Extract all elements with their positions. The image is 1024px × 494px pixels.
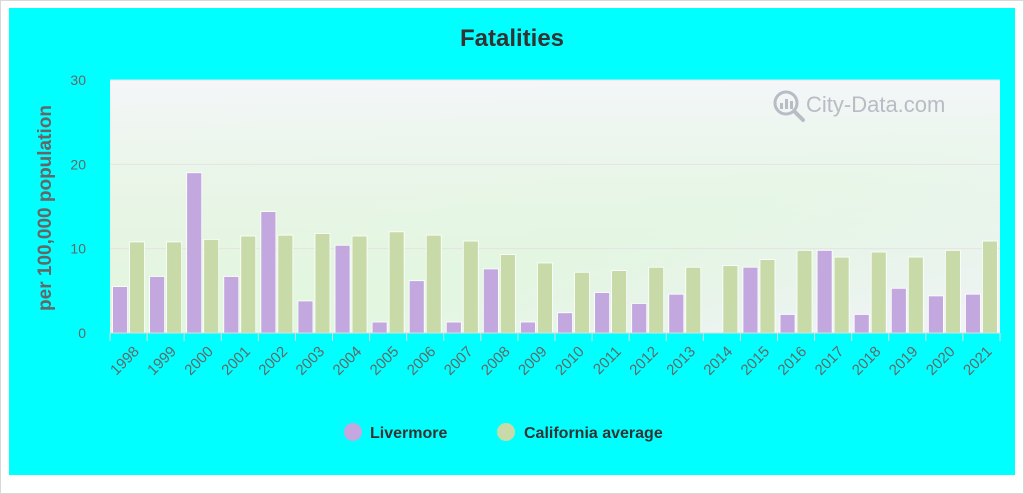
bar-livermore-2009[interactable] [520, 321, 536, 334]
bar-california-average-2011[interactable] [611, 270, 628, 334]
bar-california-average-2016[interactable] [796, 249, 813, 334]
legend-swatch-california-average [497, 423, 515, 441]
x-tick-label: 2008 [478, 343, 514, 379]
bar-california-average-1999[interactable] [166, 241, 183, 334]
x-tick-label: 2021 [960, 343, 996, 379]
bar-california-average-2006[interactable] [425, 234, 442, 334]
watermark: City-Data.com [773, 90, 945, 122]
x-tick-label: 1999 [144, 343, 180, 379]
bar-livermore-2021[interactable] [965, 293, 981, 334]
bar-livermore-2004[interactable] [334, 244, 351, 334]
bar-california-average-2007[interactable] [462, 240, 479, 334]
bar-livermore-2001[interactable] [223, 276, 240, 334]
legend-item-california-average[interactable]: California average [497, 423, 663, 442]
y-axis-label: per 100,000 population [35, 105, 56, 311]
x-tick-label: 2005 [367, 343, 403, 379]
bar-livermore-2015[interactable] [742, 266, 759, 334]
bar-california-average-1998[interactable] [129, 241, 145, 334]
y-tick-label: 0 [78, 325, 86, 341]
x-tick-label: 2006 [404, 343, 440, 379]
bar-livermore-2017[interactable] [816, 249, 833, 334]
bar-livermore-2000[interactable] [186, 172, 203, 334]
bar-california-average-2002[interactable] [277, 234, 294, 334]
bar-california-average-2015[interactable] [759, 259, 776, 334]
chart-title: Fatalities [460, 25, 564, 52]
x-tick-label: 2018 [849, 343, 885, 379]
legend-label-california-average: California average [524, 425, 663, 442]
plot-area-overlay [110, 80, 1000, 333]
x-tick-labels: 1998 1999 2000 2001 2002 2003 2004 2005 2006 2007… [107, 333, 1001, 379]
bar-california-average-2014[interactable] [722, 265, 739, 334]
bars [112, 172, 998, 334]
bar-livermore-1999[interactable] [149, 276, 166, 334]
x-tick-label: 2015 [738, 343, 774, 379]
bar-livermore-2019[interactable] [890, 287, 907, 334]
x-tick-label: 2012 [626, 343, 662, 379]
x-tick-label: 2010 [552, 343, 588, 379]
x-tick-label: 2019 [886, 343, 922, 379]
bar-livermore-2002[interactable] [260, 211, 277, 334]
bar-california-average-2019[interactable] [907, 256, 924, 334]
bar-california-average-2018[interactable] [870, 251, 887, 334]
x-tick-label: 2003 [293, 343, 329, 379]
bar-california-average-2001[interactable] [240, 235, 257, 334]
bar-livermore-2006[interactable] [408, 280, 425, 334]
legend-item-livermore[interactable]: Livermore [344, 423, 447, 442]
x-tick-label: 2017 [812, 343, 848, 379]
bar-livermore-2020[interactable] [927, 295, 944, 334]
bar-livermore-2018[interactable] [853, 314, 870, 334]
bar-livermore-2005[interactable] [371, 321, 388, 334]
bar-california-average-2020[interactable] [944, 249, 961, 334]
x-tick-label: 2001 [218, 343, 254, 379]
bar-california-average-2004[interactable] [351, 235, 368, 334]
bar-california-average-2013[interactable] [685, 266, 702, 334]
x-tick-label: 2002 [255, 343, 291, 379]
bar-livermore-2003[interactable] [297, 300, 314, 334]
bar-livermore-2011[interactable] [594, 292, 611, 334]
magnifier-chart-icon [773, 90, 805, 122]
legend-label-livermore: Livermore [370, 425, 447, 442]
bar-california-average-2010[interactable] [574, 271, 590, 334]
bar-livermore-2007[interactable] [445, 321, 462, 334]
x-tick-label: 2009 [515, 343, 551, 379]
x-tick-label: 2004 [330, 343, 366, 379]
x-tick-label: 1998 [107, 343, 143, 379]
legend: Livermore California average [344, 423, 663, 442]
y-tick-labels: 0 10 20 30 [70, 72, 86, 341]
bar-livermore-2016[interactable] [779, 314, 796, 334]
x-tick-label: 2000 [181, 343, 217, 379]
y-tick-label: 10 [70, 241, 86, 257]
x-tick-label: 2020 [923, 343, 959, 379]
bar-california-average-2003[interactable] [314, 233, 331, 334]
bar-california-average-2000[interactable] [203, 238, 220, 334]
y-tick-label: 30 [70, 72, 86, 88]
bar-livermore-1998[interactable] [112, 286, 128, 334]
bar-california-average-2009[interactable] [537, 262, 553, 334]
bar-california-average-2021[interactable] [982, 240, 998, 334]
bar-livermore-2013[interactable] [668, 293, 685, 334]
gridlines [110, 79, 1000, 250]
bar-california-average-2005[interactable] [388, 231, 405, 334]
watermark-text: City-Data.com [806, 92, 945, 117]
bar-livermore-2012[interactable] [631, 303, 648, 334]
bar-california-average-2008[interactable] [499, 254, 516, 334]
bar-california-average-2012[interactable] [648, 266, 665, 334]
x-tick-label: 2013 [663, 343, 699, 379]
bar-livermore-2010[interactable] [557, 312, 573, 334]
bar-livermore-2008[interactable] [482, 268, 499, 334]
x-tick-label: 2011 [590, 343, 625, 378]
y-tick-label: 20 [70, 156, 86, 172]
x-tick-label: 2016 [775, 343, 811, 379]
x-tick-label: 2007 [441, 343, 477, 379]
legend-swatch-livermore [344, 423, 362, 441]
x-tick-label: 2014 [700, 343, 736, 379]
bar-california-average-2017[interactable] [833, 256, 850, 334]
